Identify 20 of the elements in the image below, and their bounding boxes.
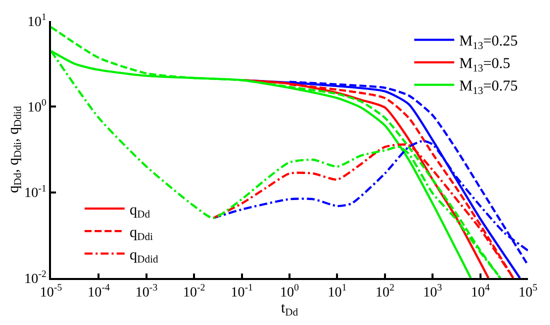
x-tick-label: 10$^{1}$ (328, 282, 347, 301)
x-tick-label: 10$^{4}$ (470, 282, 490, 301)
y-tick-label: 10$^{1}$ (28, 12, 47, 30)
x-tick-label: 10$^{-3}$ (135, 282, 158, 301)
x-tick-label: 10$^{-1}$ (230, 282, 253, 301)
x-tick-label: 10$^{0}$ (280, 282, 300, 301)
x-axis-title: t$_{Dd}$ (280, 300, 299, 319)
x-tick-label: 10$^{3}$ (423, 282, 442, 301)
x-tick-label: 10$^{5}$ (518, 282, 538, 301)
x-tick-label: 10$^{2}$ (375, 282, 394, 301)
legend-label: q$_{Ddid}$ (130, 247, 159, 266)
x-tick-label: 10$^{-4}$ (88, 282, 110, 301)
legend-label: q$_{Ddi}$ (130, 224, 153, 244)
legend-label: M$_{13}$=0.25 (459, 34, 518, 52)
y-tick-label: 10$^{-1}$ (24, 183, 47, 202)
x-tick-label: 10$^{-2}$ (183, 282, 206, 301)
legend-label: q$_{Dd}$ (130, 202, 151, 221)
y-tick-label: 10$^{0}$ (28, 98, 47, 116)
legend-label: M$_{13}$=0.5 (459, 56, 510, 74)
legend-label: M$_{13}$=0.75 (459, 78, 518, 97)
